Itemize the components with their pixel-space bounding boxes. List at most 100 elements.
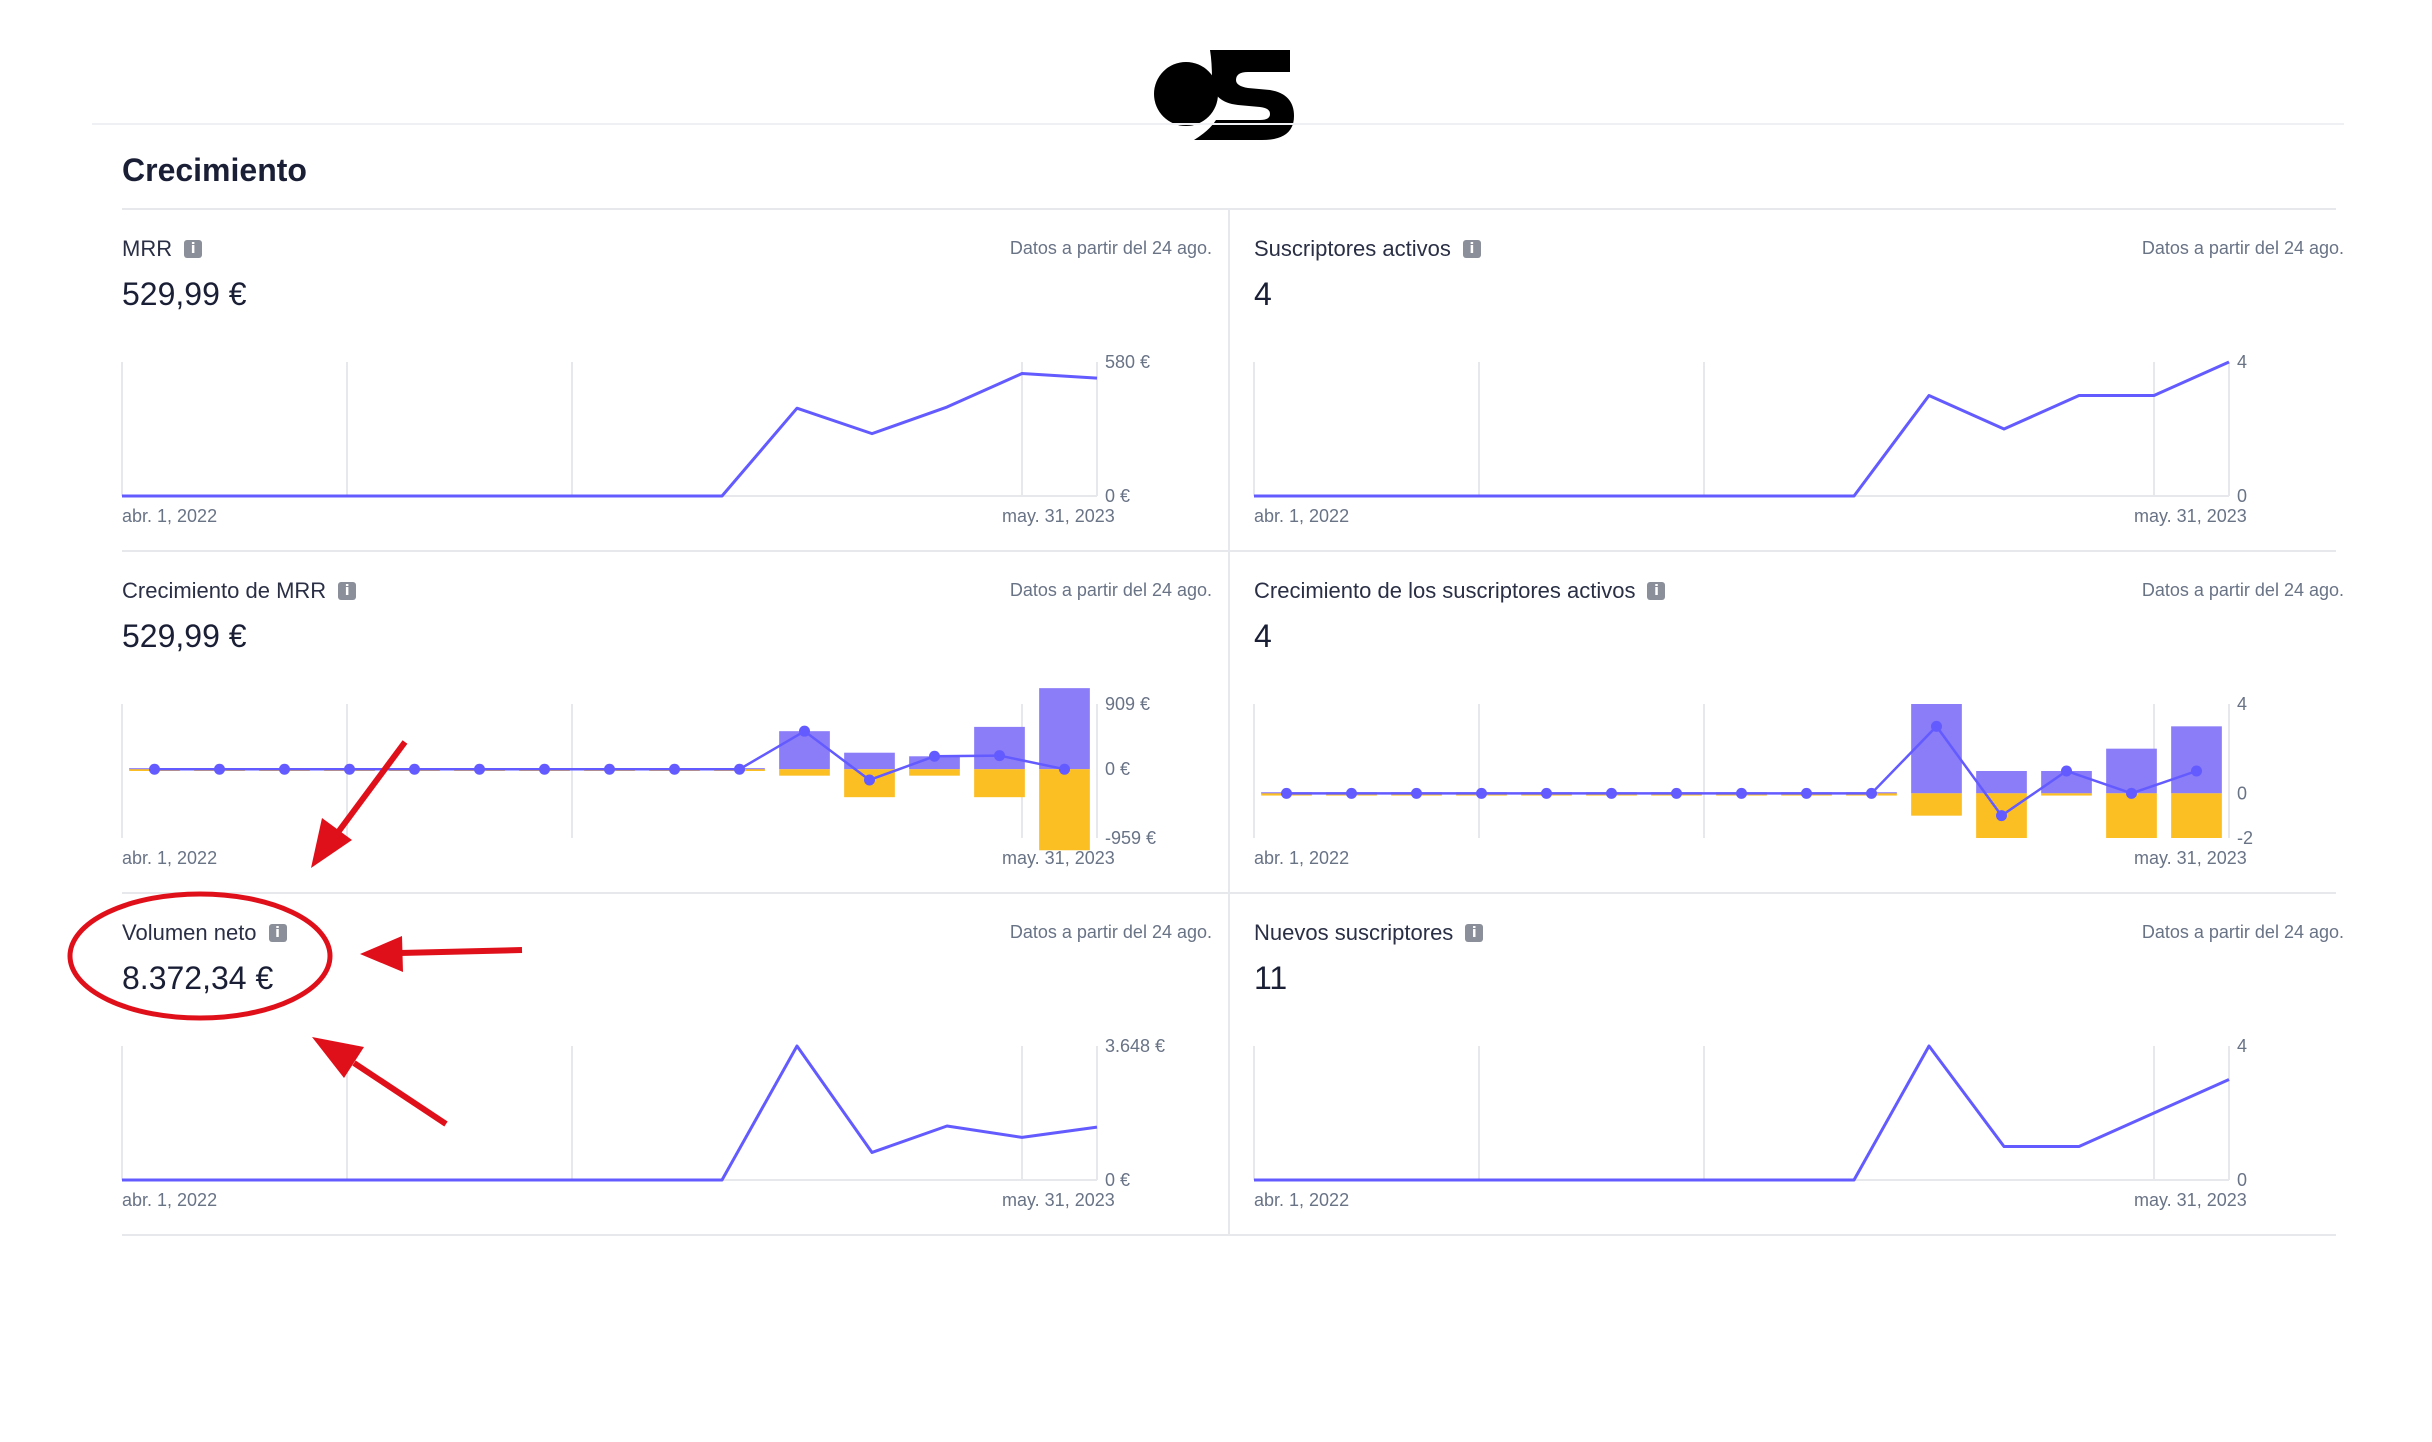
net-point: [1346, 787, 1357, 799]
y-tick-label: 0 €: [1105, 759, 1130, 779]
y-tick-label: 4: [2237, 1036, 2247, 1056]
net-point: [864, 774, 875, 786]
os-logo: [1154, 50, 1294, 140]
net-point: [539, 763, 550, 775]
positive-bar: [1976, 771, 2027, 794]
info-icon[interactable]: i: [1462, 240, 1481, 258]
net-point: [1801, 787, 1812, 799]
net-point: [149, 763, 160, 775]
net-point: [409, 763, 420, 775]
net-point: [994, 750, 1005, 762]
y-tick-label: 0 €: [1105, 486, 1130, 506]
section-title: Crecimiento: [122, 152, 307, 188]
net-point: [1866, 787, 1877, 799]
date-start: abr. 1, 2022: [122, 1190, 218, 1210]
active-subscribers-chart[interactable]: 40: [1253, 348, 2344, 508]
negative-bar: [2106, 793, 2157, 838]
net-point: [1541, 787, 1552, 799]
series-line: [1254, 360, 2230, 498]
date-start: abr. 1, 2022: [122, 506, 218, 526]
metric-value: 8.372,34 €: [122, 960, 274, 996]
card-title: Suscriptores activos i: [1254, 236, 1481, 262]
date-end: may. 31, 2023: [2134, 1190, 2247, 1210]
y-tick-label: 580 €: [1105, 352, 1150, 372]
date-end: may. 31, 2023: [1002, 848, 1115, 868]
metric-value: 4: [1254, 276, 1272, 312]
metric-value: 529,99 €: [122, 276, 247, 312]
active-subscribers-growth-chart[interactable]: 4 0 -2: [1253, 690, 2344, 850]
column-divider: [1228, 208, 1230, 1234]
net-point: [1671, 787, 1682, 799]
data-since-note: Datos a partir del 24 ago.: [1009, 580, 1212, 600]
info-icon[interactable]: i: [1465, 924, 1484, 942]
date-end: may. 31, 2023: [2134, 506, 2247, 526]
net-point: [279, 763, 290, 775]
net-point: [1736, 787, 1747, 799]
negative-bar: [2041, 793, 2092, 796]
date-start: abr. 1, 2022: [1254, 848, 1350, 868]
y-tick-label: 0 €: [1105, 1170, 1130, 1190]
net-point: [604, 763, 615, 775]
info-icon[interactable]: i: [338, 582, 357, 600]
positive-bar: [779, 731, 830, 770]
card-title-label: Nuevos suscriptores: [1254, 920, 1454, 945]
card-mrr[interactable]: MRR i Datos a partir del 24 ago. 529,99 …: [121, 208, 1212, 548]
net-volume-chart[interactable]: 3.648 € 0 €: [121, 1032, 1212, 1192]
card-active-subscribers-growth[interactable]: Crecimiento de los suscriptores activos …: [1253, 550, 2344, 890]
net-point: [1059, 763, 1070, 775]
date-start: abr. 1, 2022: [122, 848, 218, 868]
net-point: [734, 763, 745, 775]
metric-value: 529,99 €: [122, 618, 247, 654]
metric-value: 4: [1254, 618, 1272, 654]
series-line: [122, 372, 1098, 498]
net-point: [2126, 787, 2137, 799]
y-tick-label: 0: [2237, 1170, 2247, 1190]
net-point: [344, 763, 355, 775]
positive-bar: [909, 756, 960, 770]
card-title: Crecimiento de los suscriptores activos …: [1254, 578, 1666, 604]
series-line: [1254, 1044, 2230, 1182]
card-mrr-growth[interactable]: Crecimiento de MRR i Datos a partir del …: [121, 550, 1212, 890]
metric-value: 11: [1254, 960, 1288, 996]
info-icon[interactable]: i: [184, 240, 203, 258]
negative-bar: [2171, 793, 2222, 838]
mrr-chart[interactable]: 580 € 0 €: [121, 348, 1212, 508]
row-divider: [122, 1234, 2336, 1236]
date-end: may. 31, 2023: [2134, 848, 2247, 868]
net-point: [1606, 787, 1617, 799]
y-tick-label: 0: [2237, 783, 2247, 803]
net-point: [1281, 787, 1292, 799]
card-active-subscribers[interactable]: Suscriptores activos i Datos a partir de…: [1253, 208, 2344, 548]
mrr-growth-chart[interactable]: 909 € 0 € -959 €: [121, 688, 1212, 851]
new-subscribers-chart[interactable]: 40: [1253, 1032, 2344, 1192]
positive-bar: [2106, 748, 2157, 794]
negative-bar: [1039, 769, 1090, 851]
net-point: [1411, 787, 1422, 799]
net-point: [1931, 720, 1942, 732]
data-since-note: Datos a partir del 24 ago.: [1009, 238, 1212, 258]
card-title-label: Crecimiento de los suscriptores activos: [1254, 578, 1636, 603]
card-new-subscribers[interactable]: Nuevos suscriptores i Datos a partir del…: [1253, 892, 2344, 1232]
net-point: [929, 750, 940, 762]
data-since-note: Datos a partir del 24 ago.: [2141, 238, 2344, 258]
card-title: Volumen neto i: [122, 920, 287, 946]
info-icon[interactable]: i: [268, 924, 287, 942]
positive-bar: [2171, 726, 2222, 794]
y-tick-label: -2: [2237, 828, 2253, 848]
y-tick-label: -959 €: [1105, 828, 1156, 848]
card-title: MRR i: [122, 236, 203, 262]
net-point: [1476, 787, 1487, 799]
positive-bar: [1039, 688, 1090, 770]
net-point: [799, 725, 810, 737]
negative-bar: [974, 769, 1025, 798]
card-net-volume[interactable]: Volumen neto i Datos a partir del 24 ago…: [121, 892, 1212, 1232]
info-icon[interactable]: i: [1647, 582, 1666, 600]
net-point: [2061, 765, 2072, 777]
net-point: [2191, 765, 2202, 777]
date-end: may. 31, 2023: [1002, 506, 1115, 526]
y-tick-label: 4: [2237, 694, 2247, 714]
date-start: abr. 1, 2022: [1254, 506, 1350, 526]
date-end: may. 31, 2023: [1002, 1190, 1115, 1210]
y-tick-label: 909 €: [1105, 694, 1150, 714]
data-since-note: Datos a partir del 24 ago.: [1009, 922, 1212, 942]
